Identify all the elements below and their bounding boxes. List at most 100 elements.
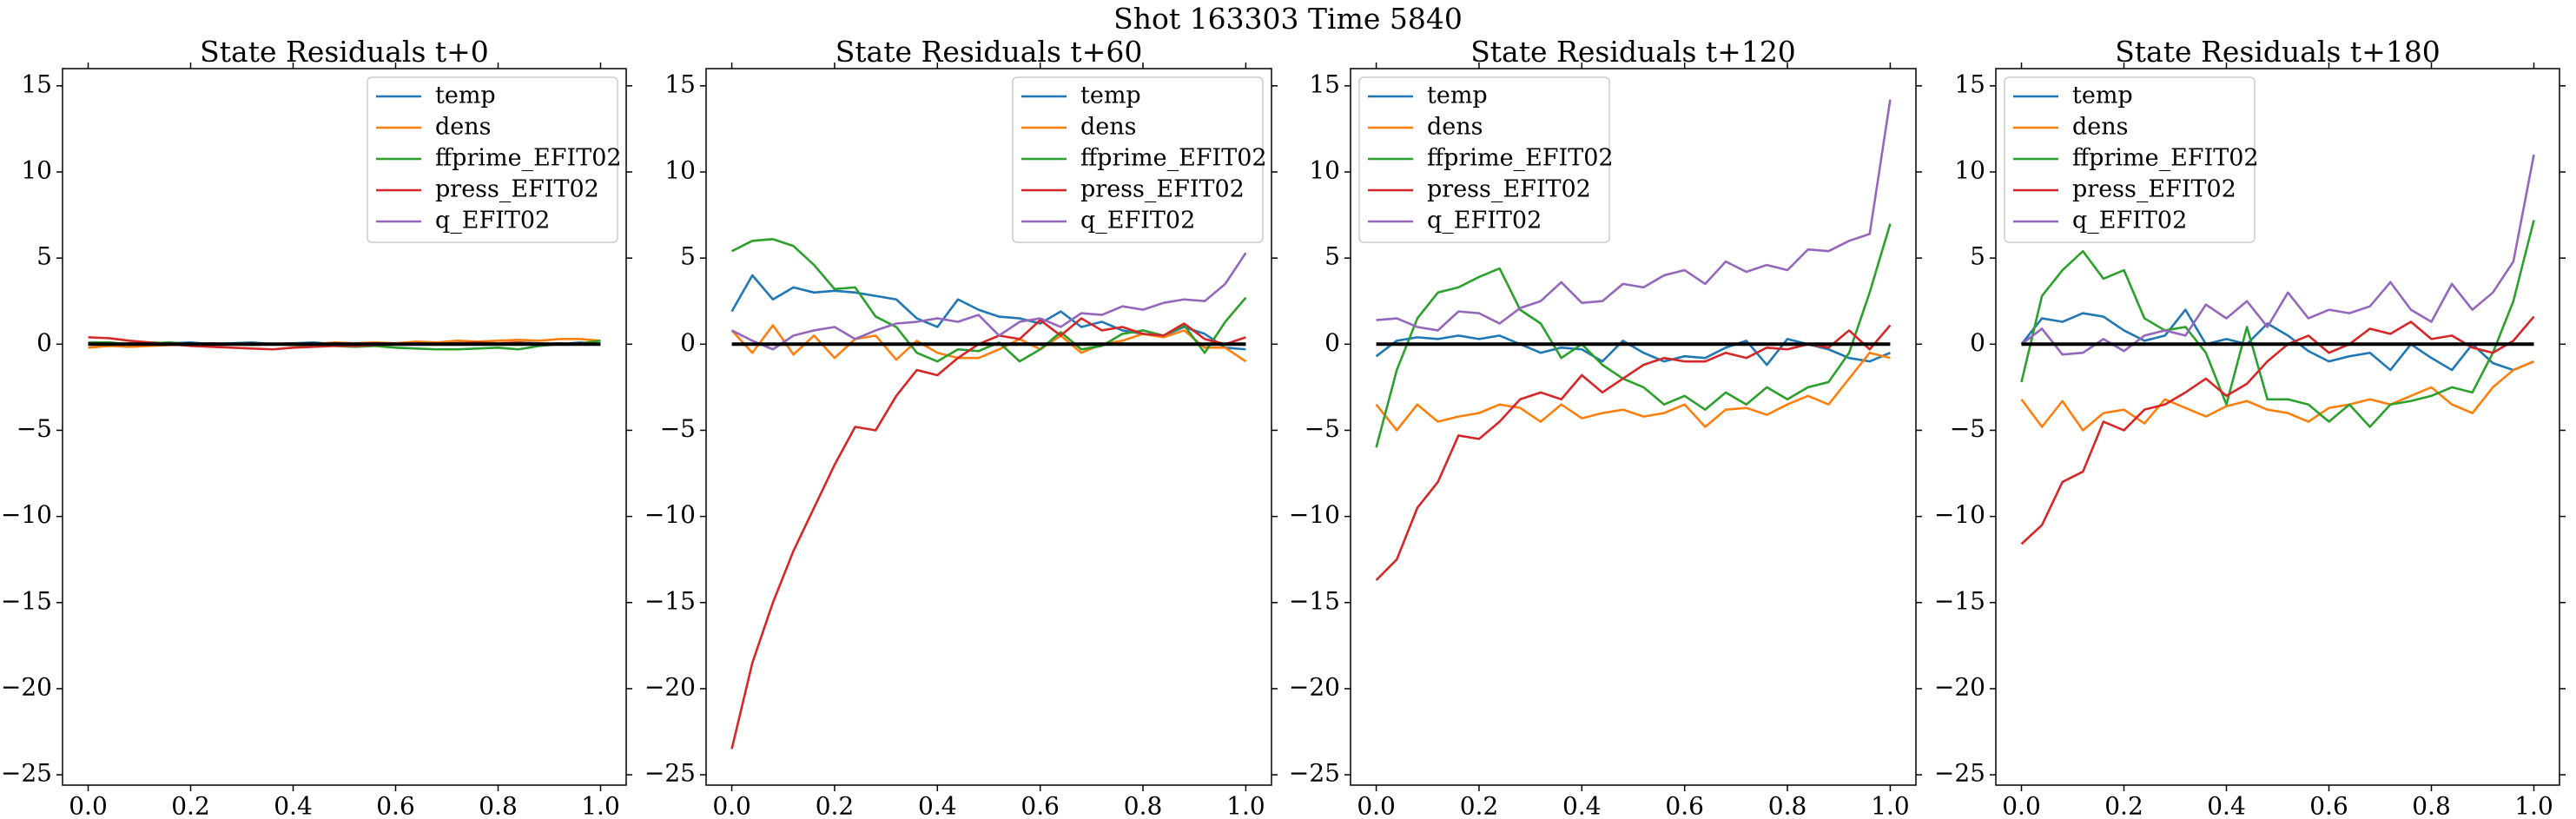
x-tick-label: 0.6: [1020, 792, 1060, 819]
legend-box: [1358, 76, 1610, 243]
legend-label: ffprime_EFIT02: [2072, 145, 2259, 172]
subplot-title: State Residuals t+120: [1470, 35, 1796, 69]
x-tick-label: 0.6: [2309, 792, 2348, 819]
y-tick-label: 5: [1324, 242, 1340, 271]
legend-label: q_EFIT02: [435, 208, 550, 234]
legend-box: [1012, 76, 1264, 243]
legend-label: press_EFIT02: [435, 176, 599, 203]
y-tick-label: −10: [644, 500, 696, 529]
legend-label: press_EFIT02: [1427, 176, 1591, 203]
series-line: [1375, 351, 1891, 432]
series-line: [2020, 315, 2535, 545]
y-tick-label: −5: [1950, 414, 1985, 443]
legend-label: ffprime_EFIT02: [1427, 145, 1614, 172]
y-tick-label: −15: [1934, 586, 1985, 615]
y-tick-label: −15: [1, 586, 52, 615]
series-line: [2020, 308, 2535, 372]
x-tick-label: 0.2: [816, 792, 855, 819]
y-tick-label: 15: [21, 69, 52, 98]
y-tick-label: 15: [664, 69, 696, 98]
y-tick-label: 15: [1309, 69, 1340, 98]
subplot: −25 −20 −15 −10 −5 0 5 10 15 0.0 0.2 0.4 0.6 0.8 1.0 St…: [644, 35, 1278, 819]
y-tick-label: 5: [680, 242, 696, 271]
legend-label: q_EFIT02: [2072, 208, 2187, 234]
y-tick-label: −20: [1289, 672, 1340, 701]
series-line: [730, 317, 1246, 750]
subplot: −25 −20 −15 −10 −5 0 5 10 15 0.0 0.2 0.4 0.6 0.8 1.0 St…: [1289, 35, 1922, 819]
x-tick-label: 0.8: [2412, 792, 2451, 819]
legend-label: temp: [1427, 83, 1488, 109]
axes-frame: [1350, 68, 1917, 786]
series-line: [1375, 223, 1892, 448]
x-tick-label: 0.2: [1460, 792, 1499, 819]
y-tick-label: 10: [1954, 155, 1985, 184]
x-tick-label: 0.8: [479, 792, 518, 819]
legend-label: press_EFIT02: [1080, 176, 1245, 203]
legend-box: [367, 76, 618, 243]
y-tick-label: 0: [1324, 328, 1340, 357]
x-tick-label: 0.4: [918, 792, 957, 819]
y-tick-label: 10: [21, 155, 52, 184]
y-tick-label: −25: [1934, 759, 1985, 788]
legend-label: dens: [1080, 114, 1137, 141]
x-tick-label: 0.0: [69, 792, 108, 819]
legend-label: temp: [435, 83, 496, 109]
legend-label: dens: [435, 114, 492, 141]
axes-frame: [1995, 68, 2560, 786]
y-tick-label: −20: [644, 672, 696, 701]
x-tick-label: 0.4: [274, 792, 313, 819]
series-line: [2020, 220, 2535, 428]
series-line: [1376, 99, 1892, 332]
y-tick-label: −25: [1289, 759, 1340, 788]
y-tick-label: 15: [1954, 69, 1985, 98]
legend-label: press_EFIT02: [2072, 176, 2236, 203]
series-line: [731, 252, 1247, 351]
y-tick-label: 10: [1309, 155, 1340, 184]
axes-frame: [62, 68, 627, 786]
legend-label: temp: [1080, 83, 1141, 109]
legend-label: temp: [2072, 83, 2133, 109]
series-line: [730, 324, 1247, 363]
legend-label: ffprime_EFIT02: [1080, 145, 1267, 172]
subplot-title: State Residuals t+0: [200, 35, 489, 69]
x-tick-label: 0.0: [2002, 792, 2041, 819]
x-tick-label: 0.8: [1124, 792, 1163, 819]
y-tick-label: 5: [36, 242, 52, 271]
y-tick-label: −10: [1934, 500, 1985, 529]
x-tick-label: 0.0: [712, 792, 751, 819]
legend-box: [2004, 76, 2256, 243]
y-tick-label: −5: [17, 414, 52, 443]
legend-label: dens: [2072, 114, 2129, 141]
legend-label: q_EFIT02: [1427, 208, 1542, 234]
y-tick-label: −25: [1, 759, 52, 788]
axes-frame: [705, 68, 1272, 786]
y-tick-label: 10: [664, 155, 696, 184]
figure-title: Shot 163303 Time 5840: [1113, 2, 1463, 36]
y-tick-label: −25: [644, 759, 696, 788]
y-tick-label: −15: [644, 586, 696, 615]
legend-label: ffprime_EFIT02: [435, 145, 622, 172]
x-tick-label: 1.0: [581, 792, 620, 819]
y-tick-label: 0: [1970, 328, 1985, 357]
y-tick-label: −5: [660, 414, 696, 443]
y-tick-label: 0: [680, 328, 696, 357]
x-tick-label: 0.8: [1768, 792, 1807, 819]
x-tick-label: 0.4: [1562, 792, 1602, 819]
x-tick-label: 1.0: [1871, 792, 1910, 819]
subplot: −25 −20 −15 −10 −5 0 5 10 15 0.0 0.2 0.4 0.6 0.8 1.0 St…: [1, 35, 632, 819]
x-tick-label: 0.2: [2104, 792, 2143, 819]
y-tick-label: −20: [1934, 672, 1985, 701]
y-tick-label: 0: [36, 328, 52, 357]
x-tick-label: 1.0: [1226, 792, 1265, 819]
legend-label: q_EFIT02: [1080, 208, 1195, 234]
y-tick-label: −5: [1305, 414, 1340, 443]
subplot: −25 −20 −15 −10 −5 0 5 10 15 0.0 0.2 0.4 0.6 0.8 1.0 St…: [1934, 35, 2566, 819]
subplot-title: State Residuals t+60: [836, 35, 1143, 69]
y-tick-label: 5: [1970, 242, 1985, 271]
series-line: [2020, 360, 2535, 432]
x-tick-label: 0.6: [1665, 792, 1704, 819]
x-tick-label: 0.0: [1357, 792, 1396, 819]
y-tick-label: −20: [1, 672, 52, 701]
x-tick-label: 1.0: [2514, 792, 2553, 819]
x-tick-label: 0.6: [376, 792, 415, 819]
